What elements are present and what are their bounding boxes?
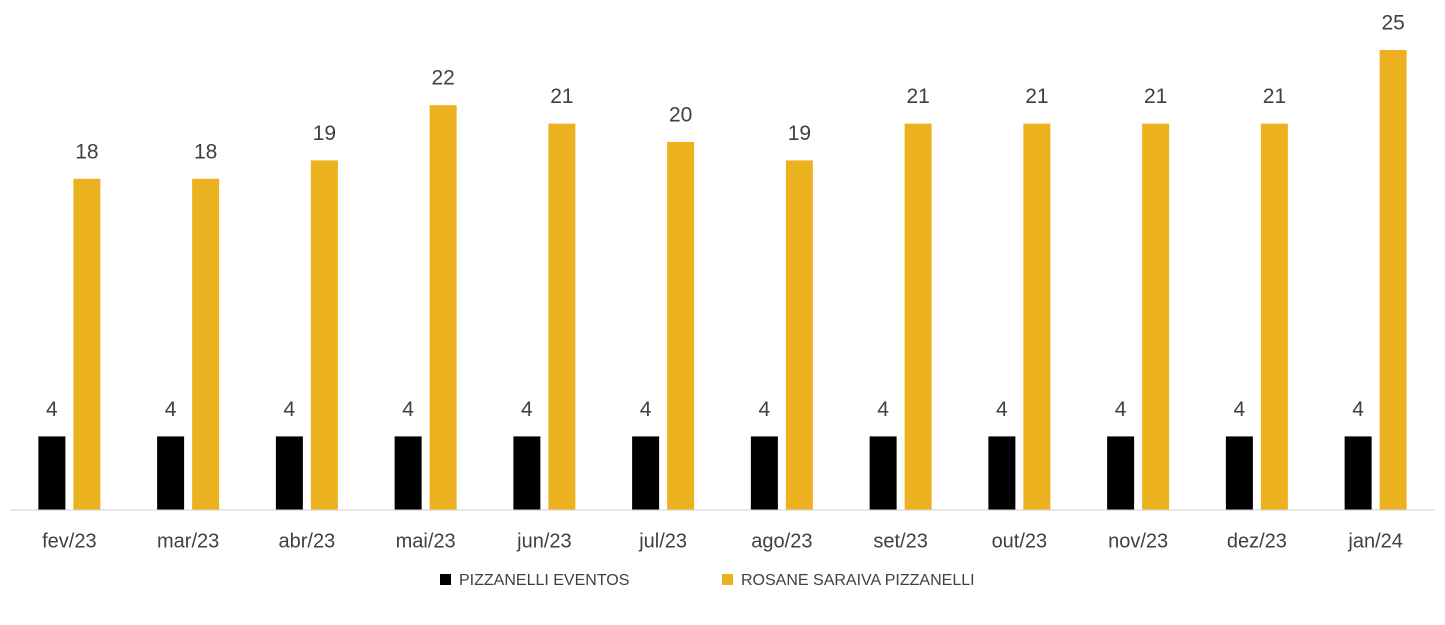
bar (785, 160, 813, 510)
x-tick-label: jan/24 (1347, 530, 1403, 552)
bar (157, 436, 185, 510)
x-tick-label: ago/23 (751, 530, 812, 552)
data-label: 18 (75, 140, 98, 163)
data-label: 22 (431, 67, 454, 90)
x-tick-label: out/23 (992, 530, 1048, 552)
bar (275, 436, 303, 510)
x-tick-label: jul/23 (638, 530, 687, 552)
bar (632, 436, 660, 510)
data-label: 19 (313, 122, 336, 145)
data-label: 20 (669, 104, 692, 127)
bar (1260, 123, 1288, 510)
bar (73, 178, 101, 511)
data-label: 4 (284, 398, 296, 421)
data-label: 21 (550, 85, 573, 108)
bar (38, 436, 66, 510)
x-tick-label: mar/23 (157, 530, 219, 552)
bar (513, 436, 541, 510)
x-tick-label: abr/23 (279, 530, 336, 552)
bar (869, 436, 897, 510)
bar (667, 142, 695, 510)
data-label: 4 (640, 398, 652, 421)
bar (1225, 436, 1253, 510)
x-tick-label: set/23 (873, 530, 927, 552)
bar (192, 178, 220, 511)
data-label: 18 (194, 140, 217, 163)
bar (1379, 50, 1407, 510)
data-label: 19 (788, 122, 811, 145)
bar (548, 123, 576, 510)
x-tick-label: jun/23 (516, 530, 572, 552)
legend-swatch (440, 574, 451, 585)
bar (750, 436, 778, 510)
bar (429, 105, 457, 510)
data-label: 21 (1144, 85, 1167, 108)
x-tick-label: fev/23 (42, 530, 96, 552)
bar (1107, 436, 1135, 510)
x-tick-label: nov/23 (1108, 530, 1168, 552)
data-label: 21 (1025, 85, 1048, 108)
legend-label: ROSANE SARAIVA PIZZANELLI (741, 572, 975, 589)
legend-label: PIZZANELLI EVENTOS (459, 572, 629, 589)
data-label: 21 (906, 85, 929, 108)
data-label: 4 (877, 398, 889, 421)
data-label: 4 (1234, 398, 1246, 421)
data-label: 4 (1115, 398, 1127, 421)
data-label: 4 (759, 398, 771, 421)
bar (394, 436, 422, 510)
bar (1142, 123, 1170, 510)
bar (310, 160, 338, 510)
data-label: 21 (1263, 85, 1286, 108)
data-label: 4 (996, 398, 1008, 421)
bar (904, 123, 932, 510)
bar (1344, 436, 1372, 510)
data-label: 25 (1381, 12, 1404, 35)
data-label: 4 (402, 398, 414, 421)
data-label: 4 (46, 398, 58, 421)
legend-swatch (722, 574, 733, 585)
bar (988, 436, 1016, 510)
data-label: 4 (1352, 398, 1364, 421)
bar (1023, 123, 1051, 510)
data-label: 4 (165, 398, 177, 421)
data-label: 4 (521, 398, 533, 421)
x-tick-label: dez/23 (1227, 530, 1287, 552)
x-tick-label: mai/23 (396, 530, 456, 552)
